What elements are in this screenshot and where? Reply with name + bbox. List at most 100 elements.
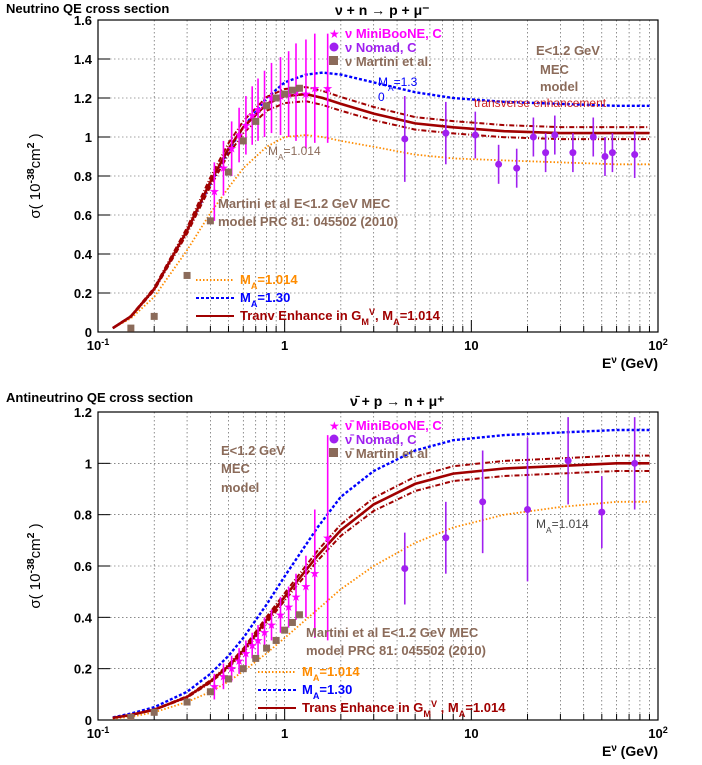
reaction-formula: ν + n → p + μ⁻ <box>335 2 430 18</box>
data-point-miniboone: ★ <box>234 654 245 668</box>
curve-ma-1-014 <box>112 134 650 329</box>
annotation-mec: E<1.2 GeV <box>221 443 285 458</box>
legend-marker-star: ★ <box>329 27 340 41</box>
data-point-nomad <box>598 508 606 516</box>
data-point-martini <box>150 312 158 320</box>
data-point-nomad <box>551 131 559 139</box>
y-tick-label: 0.4 <box>74 610 93 625</box>
grid-lines <box>98 20 658 332</box>
data-point-miniboone: ★ <box>218 669 229 683</box>
data-point-martini <box>263 102 271 110</box>
legend-line-label: Tranv Enhance in GMV, MA=1.014 <box>240 307 441 327</box>
data-point-miniboone: ★ <box>283 600 294 614</box>
annotation-martini: model PRC 81: 045502 (2010) <box>218 214 398 229</box>
data-point-miniboone: ★ <box>275 608 286 622</box>
data-point-miniboone: ★ <box>322 81 333 95</box>
y-tick-label: 0.2 <box>74 662 92 677</box>
annotation-mec: MEC <box>540 62 570 77</box>
data-point-martini <box>239 665 247 673</box>
curve-group: ★★★★★★★★★★★★★★★ <box>112 417 650 720</box>
curve-group: ★★★★★★★★★★★★★★★ <box>112 33 650 332</box>
x-tick-label: 10 <box>464 338 478 353</box>
data-point-miniboone: ★ <box>209 680 220 694</box>
y-tick-label: 1 <box>85 130 92 145</box>
data-point-nomad <box>479 498 487 506</box>
y-tick-label: 0.4 <box>74 247 93 262</box>
legend-line-label: MA=1.30 <box>302 682 352 701</box>
data-point-nomad <box>442 534 450 542</box>
y-tick-label: 0 <box>85 325 92 340</box>
x-axis-label: Eν (GeV) <box>602 743 658 760</box>
chart-title: Neutrino QE cross section <box>6 1 169 16</box>
legend-entry-label: ν̄ Nomad, C <box>345 432 417 447</box>
neutrino-plot: Neutrino QE cross section 0 0.2 0.4 0.6 0.8 1 1… <box>6 1 668 371</box>
axis-ticks <box>97 19 650 333</box>
data-point-miniboone: ★ <box>301 580 312 594</box>
annotation-ma-1014: MA=1.014 <box>536 517 589 535</box>
data-point-martini <box>272 636 280 644</box>
y-tick-label: 0 <box>85 713 92 728</box>
x-tick-label: 10-1 <box>87 337 110 353</box>
annotation-mec: model <box>221 480 259 495</box>
data-point-nomad <box>401 565 409 573</box>
data-point-martini <box>252 117 260 125</box>
data-point-miniboone: ★ <box>247 639 258 653</box>
data-point-martini <box>281 626 289 634</box>
data-point-nomad <box>608 149 616 157</box>
data-point-nomad <box>513 164 521 172</box>
data-point-nomad <box>601 153 609 160</box>
legend-line-label: MA=1.014 <box>240 272 298 291</box>
data-point-martini <box>263 644 271 652</box>
legend-marker-star: ★ <box>329 419 340 433</box>
x-tick-label: 1 <box>281 338 288 353</box>
x-tick-label: 10 <box>464 726 478 741</box>
data-point-miniboone: ★ <box>247 109 258 123</box>
data-point-miniboone: ★ <box>253 633 264 647</box>
legend-line-label: MA=1.30 <box>240 290 290 309</box>
annotation-mec: MEC <box>221 461 251 476</box>
data-point-miniboone: ★ <box>283 87 294 101</box>
data-point-martini <box>183 271 191 279</box>
data-point-miniboone: ★ <box>241 118 252 132</box>
axis-ticks <box>97 411 650 721</box>
data-point-miniboone: ★ <box>291 85 302 99</box>
data-point-miniboone: ★ <box>275 89 286 103</box>
data-point-nomad <box>401 135 409 143</box>
data-point-martini <box>150 708 158 716</box>
data-point-miniboone: ★ <box>266 618 277 632</box>
y-tick-label: 1.4 <box>74 52 93 67</box>
annotation-martini: Martini et al E<1.2 GeV MEC <box>306 625 479 640</box>
legend-marker-circle <box>329 42 339 52</box>
annotation-martini: Martini et al E<1.2 GeV MEC <box>218 196 391 211</box>
data-point-miniboone: ★ <box>266 91 277 105</box>
curve-ma-1-30 <box>112 428 650 719</box>
data-point-miniboone: ★ <box>259 626 270 640</box>
data-point-miniboone: ★ <box>234 128 245 142</box>
curve-ma-1-014 <box>112 500 650 720</box>
legend-entry-label: ν̄ MiniBooNE, C <box>345 418 442 433</box>
data-point-nomad <box>529 133 537 141</box>
legend-marker-circle <box>329 434 339 444</box>
antineutrino-plot: Antineutrino QE cross section 0 0.2 0.4 0.6 0… <box>6 390 668 759</box>
data-point-martini <box>183 698 191 706</box>
data-point-martini <box>224 675 232 683</box>
legend-line-label: MA=1.014 <box>302 664 360 683</box>
data-point-martini <box>281 90 289 98</box>
data-point-martini <box>206 688 214 696</box>
annotation-ma-1014: MA=1.014 <box>268 144 321 162</box>
annotation-zero: 0 <box>378 90 385 104</box>
data-point-miniboone: ★ <box>309 567 320 581</box>
legend-entry-label: ν Nomad, C <box>345 40 417 55</box>
annotation-mec: E<1.2 GeV <box>536 43 600 58</box>
curve-transverse-enhancement <box>112 92 650 330</box>
data-point-martini <box>288 618 296 626</box>
data-point-nomad <box>564 457 572 465</box>
data-point-martini <box>295 611 303 619</box>
data-point-martini <box>127 713 135 720</box>
y-tick-label: 1.2 <box>74 91 92 106</box>
data-point-nomad <box>442 129 450 137</box>
data-point-miniboone: ★ <box>241 646 252 660</box>
chart-title: Antineutrino QE cross section <box>6 390 193 405</box>
y-tick-label: 0.8 <box>74 169 92 184</box>
band-lower <box>112 470 650 719</box>
